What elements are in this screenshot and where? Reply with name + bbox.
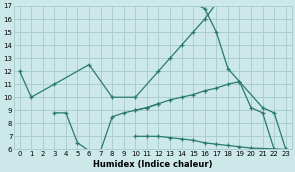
X-axis label: Humidex (Indice chaleur): Humidex (Indice chaleur) xyxy=(93,159,212,169)
